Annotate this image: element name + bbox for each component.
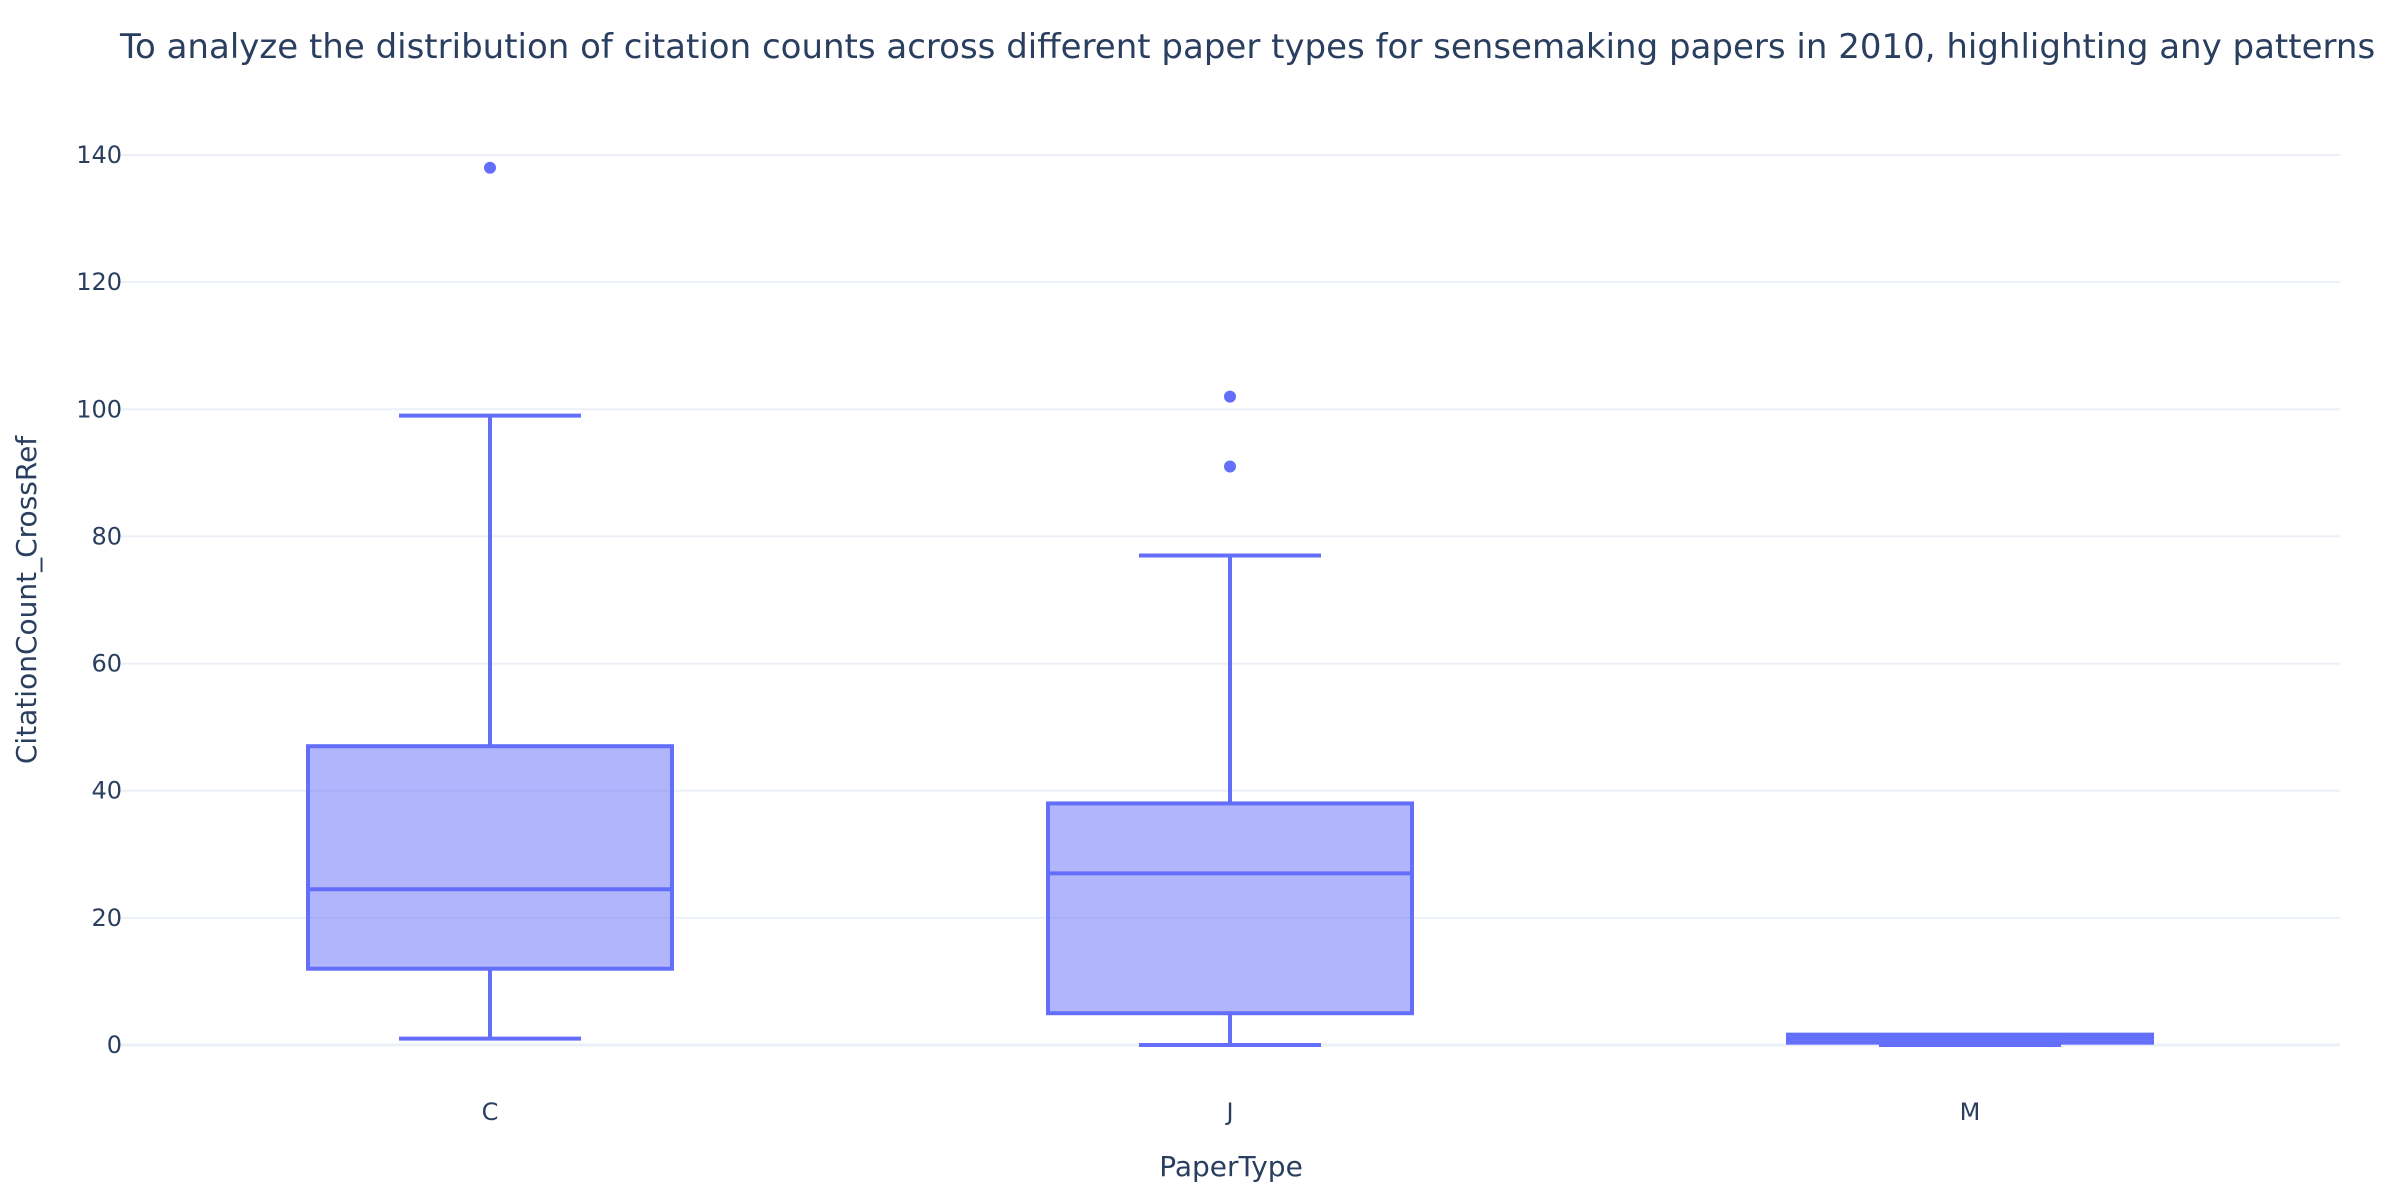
box-c [306, 161, 674, 1041]
y-tick-label: 20 [91, 904, 122, 932]
y-tick-label: 80 [91, 522, 122, 550]
y-tick-label: 140 [76, 141, 122, 169]
y-axis-title: CitationCount_CrossRef [10, 435, 43, 764]
outlier-point [1224, 390, 1236, 403]
y-tick-label: 0 [107, 1031, 122, 1059]
x-tick-label: J [1224, 1098, 1233, 1126]
x-tick-label: C [482, 1098, 499, 1126]
y-tick-label: 100 [76, 395, 122, 423]
box-j [1046, 390, 1414, 1047]
iqr-box [306, 744, 674, 971]
iqr-box [1046, 801, 1414, 1016]
outlier-point [484, 161, 496, 174]
box-layer [306, 161, 2154, 1047]
y-tick-label: 60 [91, 650, 122, 678]
axis-layer: 0 20 40 60 80 100 120 140 C J M [76, 141, 1980, 1126]
x-axis-title: PaperType [1159, 1150, 1303, 1183]
y-tick-label: 40 [91, 777, 122, 805]
outlier-point [1224, 460, 1236, 473]
chart-title: To analyze the distribution of citation … [119, 27, 2375, 67]
box-m [1786, 1032, 2154, 1047]
x-tick-label: M [1960, 1098, 1981, 1126]
y-tick-label: 120 [76, 268, 122, 296]
